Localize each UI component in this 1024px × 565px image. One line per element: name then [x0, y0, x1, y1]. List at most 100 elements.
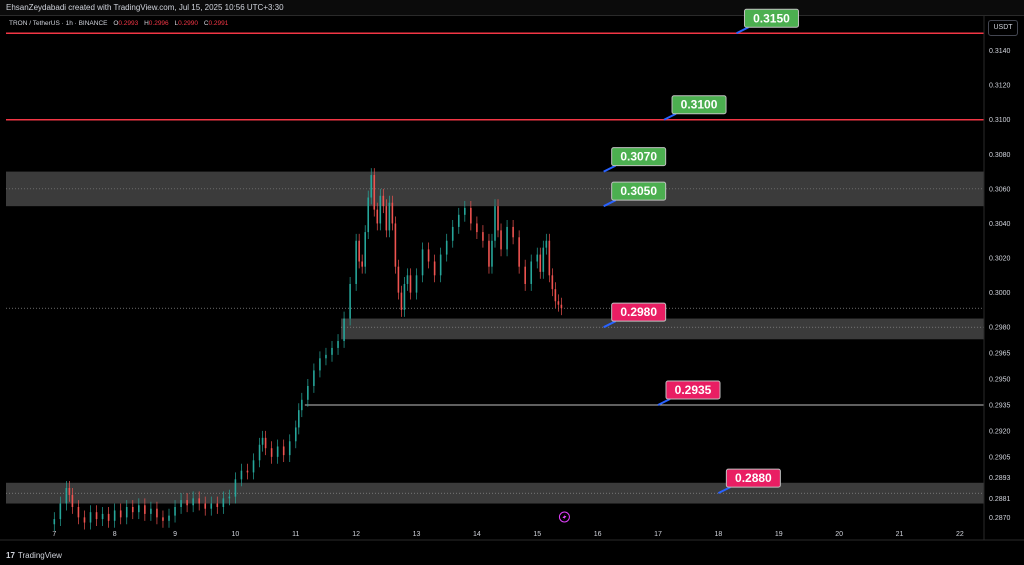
bear-candle	[186, 500, 188, 506]
close-label: C	[203, 20, 209, 27]
bull-candle	[388, 202, 391, 231]
bull-candle	[150, 508, 152, 514]
bear-candle	[376, 209, 379, 224]
currency-button[interactable]: USDT	[988, 20, 1018, 36]
bear-candle	[497, 206, 499, 231]
symbol-name[interactable]: TRON / TetherUS · 1h · BINANCE	[9, 20, 108, 27]
bear-candle	[488, 240, 490, 267]
bull-candle	[542, 247, 545, 272]
high-value: 0.2996	[148, 20, 169, 27]
bear-candle	[71, 494, 74, 507]
price-tick-label: 0.2893	[989, 475, 1011, 482]
bull-candle	[138, 505, 140, 513]
price-tick-label: 0.2881	[989, 496, 1011, 503]
bull-candle	[421, 249, 424, 276]
chart-frame	[0, 15, 1024, 565]
label-pointer-arrow	[663, 112, 677, 121]
price-zone	[341, 318, 984, 340]
bear-candle	[400, 292, 403, 310]
bear-candle	[119, 510, 122, 518]
bull-candle	[297, 410, 300, 428]
bull-candle	[301, 399, 303, 411]
bull-candle	[545, 240, 548, 248]
price-callout-label: 0.2880	[735, 471, 772, 485]
bear-candle	[391, 202, 394, 224]
candles-layer	[53, 168, 563, 532]
bull-candle	[288, 441, 291, 456]
bull-candle	[530, 261, 533, 284]
labels-layer: 0.3150 0.3100 0.3070 0.3050 0.2980 0.2935 0.28…	[558, 8, 799, 523]
price-tick-label: 0.2965	[989, 351, 1011, 358]
time-tick-label: 10	[232, 531, 240, 538]
price-tick-label: 0.3120	[989, 83, 1011, 90]
bear-candle	[204, 503, 207, 509]
time-tick-label: 22	[956, 531, 964, 538]
credit-text: EhsanZeydabadi created with TradingView.…	[6, 3, 284, 12]
price-tick-label: 0.2935	[989, 402, 1011, 409]
bull-candle	[364, 232, 367, 267]
label-pointer-arrow	[603, 164, 617, 173]
bull-candle	[192, 498, 194, 506]
bear-candle	[554, 289, 557, 302]
bull-candle	[261, 437, 264, 445]
bear-candle	[560, 304, 563, 309]
bull-candle	[457, 214, 460, 227]
close-value: 0.2991	[208, 20, 229, 27]
bull-candle	[276, 446, 279, 457]
bull-candle	[174, 506, 176, 516]
bull-candle	[319, 358, 321, 371]
time-tick-label: 15	[533, 531, 541, 538]
bear-candle	[83, 517, 86, 523]
bear-candle	[282, 446, 285, 456]
bear-candle	[433, 261, 436, 276]
time-tick-label: 21	[896, 531, 904, 538]
bear-candle	[512, 226, 514, 238]
bear-candle	[385, 206, 388, 231]
price-callout-box	[671, 95, 727, 115]
bear-candle	[361, 261, 363, 267]
price-callout-box	[611, 302, 667, 322]
bull-candle	[506, 226, 508, 250]
low-value: 0.2990	[178, 20, 198, 27]
time-tick-label: 17	[654, 531, 662, 538]
bear-candle	[518, 237, 520, 267]
bear-candle	[131, 506, 134, 513]
bear-candle	[500, 230, 502, 250]
bear-candle	[198, 498, 200, 504]
bull-candle	[494, 206, 496, 241]
open-label: O	[113, 20, 119, 27]
price-callout-box	[743, 8, 799, 28]
time-tick-label: 12	[352, 531, 360, 538]
price-callout-box	[665, 380, 721, 400]
price-callout-label: 0.3100	[681, 98, 718, 112]
bear-candle	[68, 487, 71, 495]
price-callout-box	[725, 468, 781, 488]
price-tick-label: 0.3000	[989, 290, 1011, 297]
bull-candle	[222, 498, 225, 507]
label-pointer-arrow	[717, 486, 731, 495]
bull-candle	[168, 515, 170, 521]
low-label: L	[174, 20, 179, 27]
footer: 17 TradingView	[0, 546, 1024, 564]
symbol-legend[interactable]: TRON / TetherUS · 1h · BINANCE O0.2993 H…	[9, 20, 228, 27]
bull-candle	[53, 519, 56, 525]
time-tick-label: 16	[594, 531, 602, 538]
time-tick-label: 19	[775, 531, 783, 538]
bull-candle	[536, 254, 539, 262]
bull-candle	[379, 195, 382, 224]
bear-candle	[373, 175, 376, 210]
time-tick-label: 8	[113, 531, 117, 538]
bear-candle	[557, 301, 560, 305]
label-pointer-arrow	[603, 199, 617, 208]
bull-candle	[252, 460, 255, 473]
price-tick-label: 0.3080	[989, 152, 1011, 159]
bull-candle	[451, 226, 454, 241]
bear-candle	[397, 266, 400, 293]
bull-candle	[445, 240, 448, 255]
tradingview-logo[interactable]: 17 TradingView	[6, 551, 62, 560]
bear-candle	[264, 437, 267, 449]
bull-candle	[59, 503, 62, 520]
bull-candle	[234, 479, 237, 497]
